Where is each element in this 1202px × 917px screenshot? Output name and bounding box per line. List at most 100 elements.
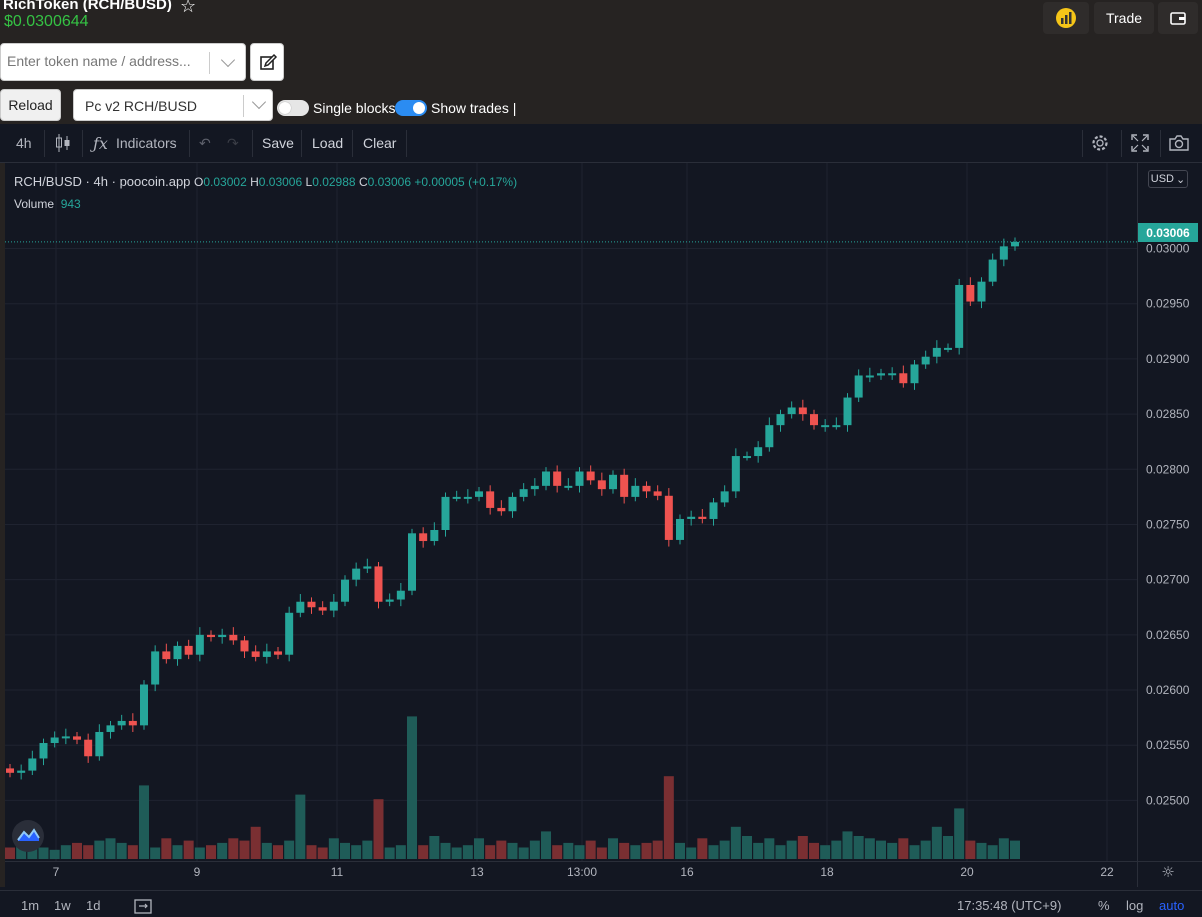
interval-button[interactable]: 4h xyxy=(16,135,32,151)
range-1w-button[interactable]: 1w xyxy=(54,898,71,913)
candle-body xyxy=(519,489,528,497)
volume-bar xyxy=(686,847,697,859)
clear-button[interactable]: Clear xyxy=(363,135,397,151)
candle-body xyxy=(140,684,148,726)
chart-stats-button[interactable] xyxy=(1043,2,1089,34)
x-tick-label: 18 xyxy=(820,865,834,879)
divider xyxy=(189,130,190,157)
volume-bar xyxy=(496,840,507,859)
volume-bar xyxy=(507,842,518,859)
volume-bar xyxy=(976,842,987,859)
candle-body xyxy=(530,485,539,490)
toggle-knob xyxy=(413,102,425,114)
candles-icon xyxy=(56,134,70,152)
price-chart[interactable]: 0.02500 0.02550 0.02600 0.02650 0.02700 0.027… xyxy=(0,163,1202,890)
legend-close-label: C xyxy=(358,175,368,189)
volume-bar xyxy=(898,838,909,859)
token-title: RichToken (RCH/BUSD) xyxy=(3,0,172,13)
percent-scale-button[interactable]: % xyxy=(1098,898,1110,913)
edit-button[interactable] xyxy=(250,43,284,81)
goto-date-button[interactable] xyxy=(134,898,152,917)
star-icon[interactable]: ☆ xyxy=(180,0,197,16)
candle-body xyxy=(28,758,37,771)
indicators-label: Indicators xyxy=(115,135,177,151)
volume-bar xyxy=(127,845,138,859)
currency-label: USD xyxy=(1150,173,1174,185)
candle-body xyxy=(810,414,818,426)
volume-label: Volume xyxy=(14,197,55,211)
chart-toolbar: 4h ƒx Indicators ↶ ↷ Save Load Clear xyxy=(0,124,1202,163)
log-scale-button[interactable]: log xyxy=(1126,898,1144,913)
token-search-input[interactable] xyxy=(7,53,203,69)
volume-bar xyxy=(864,838,875,859)
volume-bar xyxy=(485,845,496,859)
pair-select[interactable]: Pc v2 RCH/BUSD xyxy=(73,89,273,121)
trade-button[interactable]: Trade xyxy=(1094,2,1154,34)
chevron-down-icon[interactable] xyxy=(251,94,267,110)
tradingview-logo[interactable] xyxy=(12,820,44,852)
legend-high-value: 0.03006 xyxy=(258,175,303,189)
token-search-box[interactable] xyxy=(0,43,246,81)
candle-body xyxy=(396,590,405,600)
volume-bar xyxy=(83,845,94,859)
candle-body xyxy=(653,491,662,496)
snapshot-button[interactable] xyxy=(1168,124,1190,162)
candle-body xyxy=(664,495,673,540)
candle-body xyxy=(597,480,606,490)
volume-bar xyxy=(809,842,819,859)
candle-body xyxy=(128,720,137,726)
auto-scale-button[interactable]: auto xyxy=(1159,898,1185,913)
volume-bar xyxy=(340,842,350,859)
volume-bar xyxy=(574,845,585,859)
load-button[interactable]: Load xyxy=(312,135,344,151)
volume-bar xyxy=(373,799,384,859)
volume-bar xyxy=(38,847,49,859)
redo-button[interactable]: ↷ xyxy=(227,124,239,162)
volume-bar xyxy=(909,845,920,859)
candle-body xyxy=(207,634,215,638)
y-tick-label: 0.02900 xyxy=(1146,352,1190,366)
bottom-toolbar: 1m 1w 1d 17:35:48 (UTC+9) % log auto xyxy=(0,890,1202,917)
currency-button[interactable]: USD ⌄ xyxy=(1148,170,1188,188)
y-tick-label: 0.02700 xyxy=(1146,573,1190,587)
volume-bar xyxy=(395,845,406,859)
candle-body xyxy=(385,599,394,602)
save-button[interactable]: Save xyxy=(262,135,294,151)
undo-button[interactable]: ↶ xyxy=(199,124,211,162)
candle-body xyxy=(977,281,986,302)
candle-style-button[interactable] xyxy=(54,124,72,162)
volume-bar xyxy=(239,840,250,859)
volume-bar xyxy=(351,845,362,859)
single-blocks-toggle[interactable] xyxy=(277,100,309,116)
legend-symbol: RCH/BUSD xyxy=(14,174,82,189)
legend-open-value: 0.03002 xyxy=(203,175,247,189)
fullscreen-button[interactable] xyxy=(1130,124,1150,162)
volume-bar xyxy=(887,842,898,859)
range-1m-button[interactable]: 1m xyxy=(21,898,40,913)
candle-body xyxy=(620,474,629,497)
volume-bar xyxy=(943,836,953,859)
y-tick-label: 0.02750 xyxy=(1146,517,1190,531)
chart-container[interactable]: 4h ƒx Indicators ↶ ↷ Save Load Clear xyxy=(0,124,1202,917)
candle-body xyxy=(944,347,952,350)
y-tick-label: 0.02650 xyxy=(1146,628,1190,642)
candle-body xyxy=(798,407,807,415)
settings-button[interactable] xyxy=(1090,124,1110,162)
candle-body xyxy=(575,471,584,486)
reload-button[interactable]: Reload xyxy=(0,89,61,121)
volume-bar xyxy=(663,776,674,859)
chevron-down-icon[interactable] xyxy=(220,52,236,68)
clock-time[interactable]: 17:35:48 (UTC+9) xyxy=(957,898,1062,913)
candle-body xyxy=(6,768,14,773)
candle-body xyxy=(921,356,930,365)
volume-bar xyxy=(619,842,630,859)
volume-bar xyxy=(998,838,1009,859)
gear-icon xyxy=(1092,135,1108,151)
volume-bar xyxy=(730,826,741,859)
toggle-knob xyxy=(279,102,291,114)
range-1d-button[interactable]: 1d xyxy=(86,898,101,913)
indicators-button[interactable]: ƒx Indicators xyxy=(93,124,177,162)
token-price: $0.0300644 xyxy=(4,13,89,30)
wallet-button[interactable] xyxy=(1158,2,1198,34)
show-trades-toggle[interactable] xyxy=(395,100,427,116)
